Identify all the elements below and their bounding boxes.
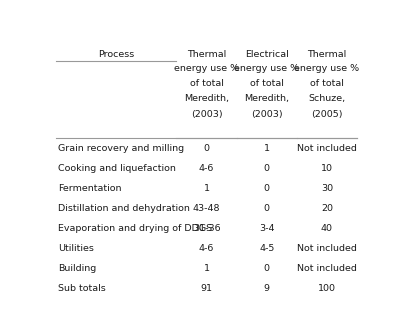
Text: 0: 0: [264, 164, 270, 173]
Text: 10: 10: [321, 164, 333, 173]
Text: 20: 20: [321, 204, 333, 213]
Text: 0: 0: [264, 204, 270, 213]
Text: Not included: Not included: [297, 244, 357, 253]
Text: Not included: Not included: [297, 264, 357, 273]
Text: 100: 100: [318, 284, 336, 293]
Text: Evaporation and drying of DDGS: Evaporation and drying of DDGS: [58, 224, 212, 233]
Text: 3-4: 3-4: [259, 224, 274, 233]
Text: 30: 30: [321, 184, 333, 193]
Text: 4-6: 4-6: [199, 164, 214, 173]
Text: Thermal: Thermal: [307, 50, 346, 59]
Text: 1: 1: [204, 184, 210, 193]
Text: 40: 40: [321, 224, 333, 233]
Text: Electrical: Electrical: [245, 50, 288, 59]
Text: energy use %
of total
Meredith,
(2003): energy use % of total Meredith, (2003): [174, 64, 239, 119]
Text: Grain recovery and milling: Grain recovery and milling: [58, 144, 184, 152]
Text: 91: 91: [200, 284, 212, 293]
Text: Process: Process: [98, 50, 134, 59]
Text: 0: 0: [204, 144, 210, 152]
Text: Sub totals: Sub totals: [58, 284, 106, 293]
Text: Thermal: Thermal: [187, 50, 226, 59]
Text: Fermentation: Fermentation: [58, 184, 121, 193]
Text: Cooking and liquefaction: Cooking and liquefaction: [58, 164, 176, 173]
Text: 9: 9: [264, 284, 270, 293]
Text: energy use %
of total
Meredith,
(2003): energy use % of total Meredith, (2003): [234, 64, 299, 119]
Text: Not included: Not included: [297, 144, 357, 152]
Text: 0: 0: [264, 184, 270, 193]
Text: 31-36: 31-36: [193, 224, 220, 233]
Text: Building: Building: [58, 264, 96, 273]
Text: Distillation and dehydration: Distillation and dehydration: [58, 204, 190, 213]
Text: 1: 1: [264, 144, 270, 152]
Text: 4-5: 4-5: [259, 244, 274, 253]
Text: 0: 0: [264, 264, 270, 273]
Text: Utilities: Utilities: [58, 244, 94, 253]
Text: energy use %
of total
Schuze,
(2005): energy use % of total Schuze, (2005): [294, 64, 359, 119]
Text: 43-48: 43-48: [193, 204, 220, 213]
Text: 1: 1: [204, 264, 210, 273]
Text: 4-6: 4-6: [199, 244, 214, 253]
